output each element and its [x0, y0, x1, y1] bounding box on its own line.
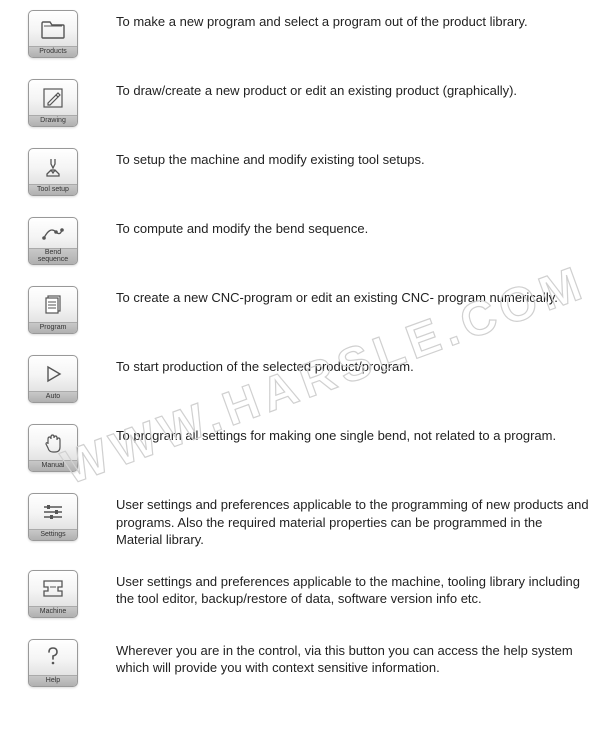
auto-description: To start production of the selected prod… [116, 355, 414, 376]
products-description: To make a new program and select a progr… [116, 10, 528, 31]
bend-sequence-button[interactable]: Bend sequence [28, 217, 78, 265]
auto-label: Auto [29, 391, 77, 402]
item-machine: Machine User settings and preferences ap… [28, 570, 592, 618]
machine-description: User settings and preferences applicable… [116, 570, 592, 608]
item-products: Products To make a new program and selec… [28, 10, 592, 58]
bend-sequence-label: Bend sequence [29, 248, 77, 264]
item-program: Program To create a new CNC-program or e… [28, 286, 592, 334]
program-button[interactable]: Program [28, 286, 78, 334]
settings-label: Settings [29, 529, 77, 540]
bend-icon [40, 222, 66, 244]
machine-label: Machine [29, 606, 77, 617]
item-drawing: Drawing To draw/create a new product or … [28, 79, 592, 127]
tool-icon [41, 156, 65, 178]
hand-icon [42, 431, 64, 455]
products-label: Products [29, 46, 77, 57]
sliders-icon [41, 502, 65, 522]
machine-icon [40, 577, 66, 599]
pages-icon [41, 293, 65, 317]
drawing-button[interactable]: Drawing [28, 79, 78, 127]
help-button[interactable]: Help [28, 639, 78, 687]
machine-button[interactable]: Machine [28, 570, 78, 618]
program-label: Program [29, 322, 77, 333]
settings-button[interactable]: Settings [28, 493, 78, 541]
item-help: Help Wherever you are in the control, vi… [28, 639, 592, 687]
pencil-icon [41, 86, 65, 110]
item-settings: Settings User settings and preferences a… [28, 493, 592, 549]
folder-icon [40, 18, 66, 40]
item-bend-sequence: Bend sequence To compute and modify the … [28, 217, 592, 265]
tool-setup-button[interactable]: Tool setup [28, 148, 78, 196]
auto-button[interactable]: Auto [28, 355, 78, 403]
manual-button[interactable]: Manual [28, 424, 78, 472]
tool-setup-label: Tool setup [29, 184, 77, 195]
item-tool-setup: Tool setup To setup the machine and modi… [28, 148, 592, 196]
help-label: Help [29, 675, 77, 686]
manual-label: Manual [29, 460, 77, 471]
menu-reference-list: Products To make a new program and selec… [0, 0, 610, 697]
settings-description: User settings and preferences applicable… [116, 493, 592, 549]
drawing-description: To draw/create a new product or edit an … [116, 79, 517, 100]
tool-setup-description: To setup the machine and modify existing… [116, 148, 425, 169]
question-icon [43, 645, 63, 669]
bend-sequence-description: To compute and modify the bend sequence. [116, 217, 368, 238]
manual-description: To program all settings for making one s… [116, 424, 556, 445]
item-auto: Auto To start production of the selected… [28, 355, 592, 403]
item-manual: Manual To program all settings for makin… [28, 424, 592, 472]
help-description: Wherever you are in the control, via thi… [116, 639, 592, 677]
play-icon [43, 364, 63, 384]
drawing-label: Drawing [29, 115, 77, 126]
products-button[interactable]: Products [28, 10, 78, 58]
program-description: To create a new CNC-program or edit an e… [116, 286, 558, 307]
